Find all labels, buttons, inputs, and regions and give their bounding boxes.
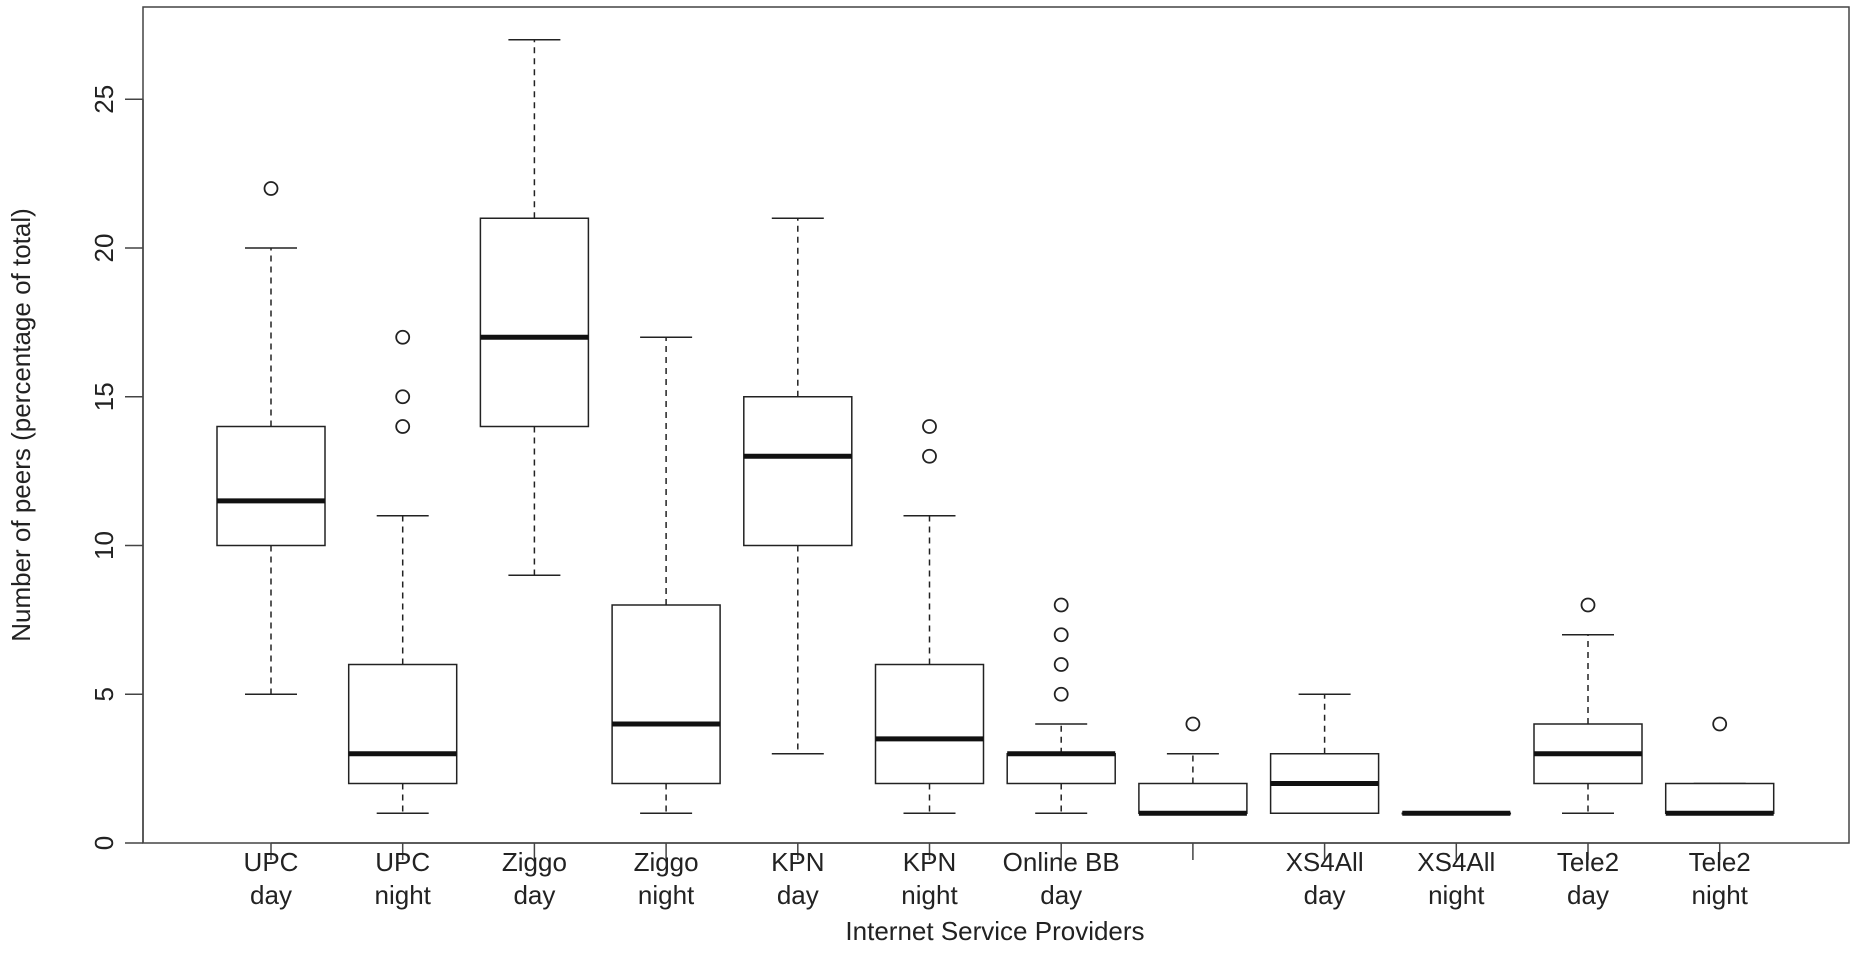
x-tick-label: XS4All: [1417, 847, 1495, 877]
x-tick-label: day: [250, 880, 292, 910]
x-tick-label: day: [1040, 880, 1082, 910]
box-iqr: [1006, 753, 1116, 785]
box-2: [347, 329, 458, 814]
x-tick-label: UPC: [244, 847, 299, 877]
x-tick-label: day: [777, 880, 819, 910]
y-tick-label: 25: [89, 85, 119, 114]
outlier-point: [395, 419, 411, 434]
x-tick-label: night: [1692, 880, 1749, 910]
x-tick-label: night: [1428, 880, 1485, 910]
outlier-point: [395, 389, 411, 405]
x-tick-label: night: [638, 880, 695, 910]
y-tick-label: 10: [89, 531, 119, 560]
box-10: [1401, 810, 1512, 816]
box-iqr: [743, 396, 853, 547]
x-tick-label: day: [1567, 880, 1609, 910]
outlier-point: [1053, 597, 1069, 613]
box-iqr: [874, 663, 985, 785]
outlier-point: [922, 448, 937, 464]
y-tick-label: 15: [89, 382, 119, 411]
x-tick-label: KPN: [771, 847, 824, 877]
x-tick-label: day: [1304, 880, 1346, 910]
outlier-point: [1053, 657, 1069, 672]
outlier-point: [1712, 716, 1728, 732]
x-tick-label: Ziggo: [502, 847, 567, 877]
x-axis-label: Internet Service Providers: [845, 916, 1144, 946]
box-iqr: [479, 217, 590, 428]
y-axis: 0 5 10 15 20 25: [89, 85, 144, 850]
outlier-point: [1580, 597, 1596, 613]
box-iqr: [216, 425, 326, 547]
box-6: [874, 419, 985, 814]
box-4: [611, 336, 721, 814]
box-5: [743, 217, 853, 755]
outlier-point: [263, 181, 279, 196]
outlier-point: [395, 329, 411, 345]
box-8: [1138, 716, 1248, 816]
x-axis: UPCdayUPCnightZiggodayZiggonightKPNdayKP…: [244, 842, 1751, 910]
box-3: [479, 39, 590, 576]
x-tick-label: XS4All: [1286, 847, 1364, 877]
outlier-point: [1185, 716, 1201, 732]
box-iqr: [1138, 782, 1248, 814]
box-iqr: [1664, 782, 1775, 814]
y-axis-label: Number of peers (percentage of total): [6, 208, 36, 642]
box-iqr: [347, 663, 458, 785]
box-9: [1269, 693, 1380, 814]
x-tick-label: night: [375, 880, 432, 910]
x-tick-label: Tele2: [1689, 847, 1751, 877]
x-tick-label: Tele2: [1557, 847, 1619, 877]
y-tick-label: 5: [89, 687, 119, 701]
box-7: [1006, 597, 1116, 814]
box-11: [1533, 597, 1643, 814]
x-tick-label: KPN: [903, 847, 956, 877]
x-tick-label: Ziggo: [634, 847, 699, 877]
x-tick-label: UPC: [375, 847, 430, 877]
x-tick-label: day: [513, 880, 555, 910]
box-iqr: [611, 604, 721, 785]
box-12: [1664, 716, 1775, 816]
box-1: [216, 181, 326, 695]
y-tick-label: 20: [89, 234, 119, 263]
x-tick-label: night: [901, 880, 958, 910]
box-series: [216, 39, 1775, 816]
x-tick-label: Online BB: [1003, 847, 1120, 877]
outlier-point: [922, 419, 937, 434]
outlier-point: [1053, 627, 1069, 643]
outlier-point: [1053, 686, 1069, 702]
y-tick-label: 0: [89, 836, 119, 850]
